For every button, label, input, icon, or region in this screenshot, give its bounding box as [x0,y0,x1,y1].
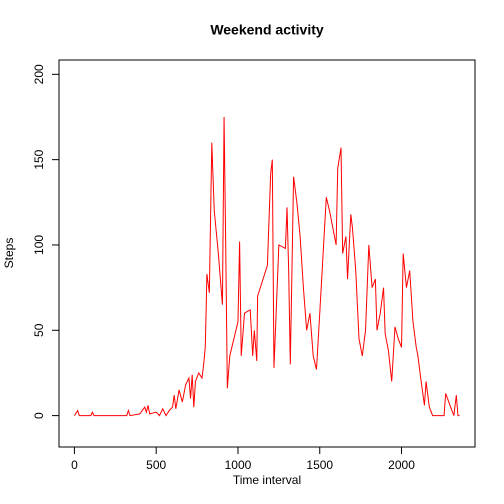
y-tick-label: 0 [32,412,46,419]
y-tick-label: 200 [32,64,46,84]
x-axis-label: Time interval [233,473,301,487]
y-axis-label: Steps [2,238,16,269]
y-tick-label: 150 [32,149,46,169]
y-tick-label: 50 [32,323,46,337]
x-tick-label: 1500 [306,458,333,472]
x-tick-label: 1000 [225,458,252,472]
x-tick-label: 0 [71,458,78,472]
data-line [73,116,460,417]
x-tick-label: 500 [146,458,166,472]
chart-title: Weekend activity [210,22,324,38]
plot-box [58,59,476,448]
x-tick-label: 2000 [388,458,415,472]
y-tick-label: 100 [32,235,46,255]
